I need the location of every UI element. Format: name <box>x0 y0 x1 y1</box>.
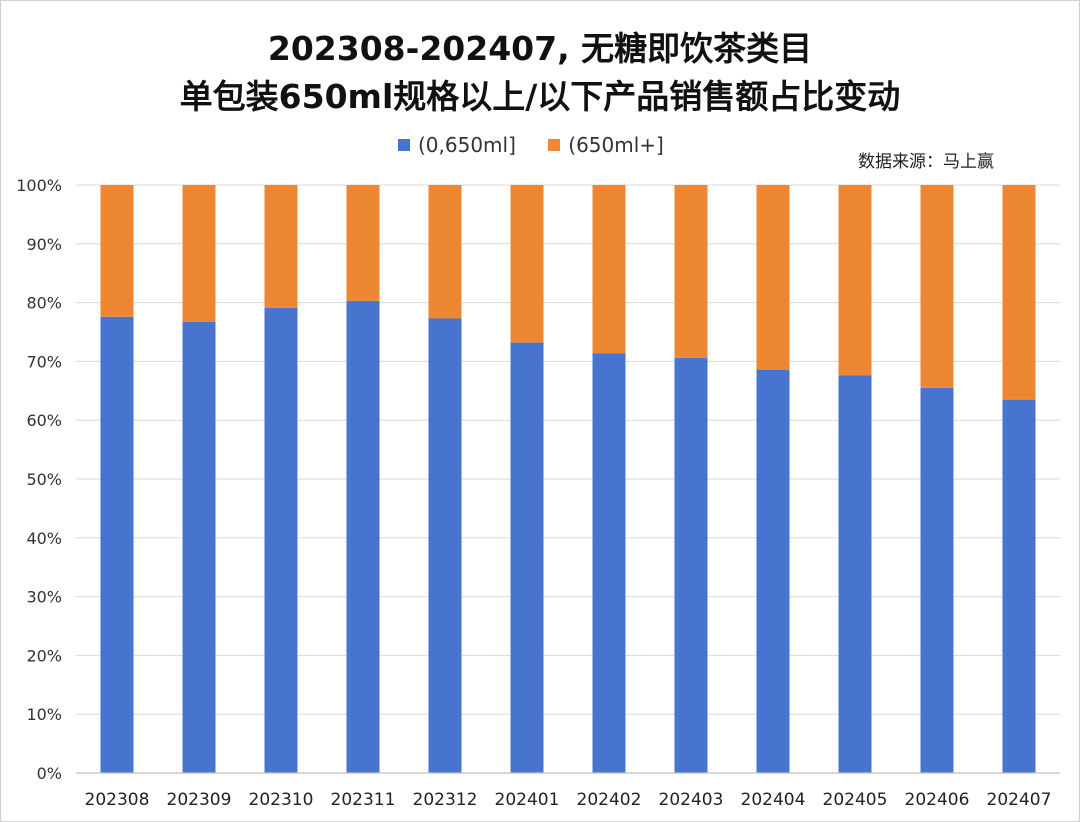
bar-small-202405 <box>838 375 872 773</box>
y-tick-label-8: 80% <box>26 294 62 313</box>
x-tick-label-202310: 202310 <box>249 790 314 810</box>
bar-small-202308 <box>100 316 134 773</box>
bar-small-202310 <box>264 307 298 773</box>
bar-small-202402 <box>592 353 626 773</box>
bar-large-202406 <box>920 185 954 388</box>
bar-small-202403 <box>674 357 708 773</box>
y-tick-label-7: 70% <box>26 352 62 371</box>
y-tick-label-0: 0% <box>37 764 62 783</box>
y-tick-label-5: 50% <box>26 470 62 489</box>
y-tick-label-3: 30% <box>26 588 62 607</box>
x-tick-label-202407: 202407 <box>987 790 1052 810</box>
chart-title-line-1: 202308-202407, 无糖即饮茶类目 <box>267 29 813 68</box>
legend-entry-large: (650ml+] <box>548 133 664 157</box>
bar-large-202403 <box>674 185 708 358</box>
legend-swatch-small <box>398 139 410 151</box>
bar-large-202405 <box>838 185 872 376</box>
y-tick-label-2: 20% <box>26 646 62 665</box>
bar-small-202401 <box>510 342 544 773</box>
bar-small-202406 <box>920 387 954 773</box>
axis-layer: 0% 10% 20% 30% 40% 50% 60% 70% 80% 90% 100% 202308 2… <box>16 176 1060 810</box>
bars-layer <box>100 185 1036 773</box>
bar-large-202309 <box>182 185 216 323</box>
source-note: 数据来源：马上赢 <box>858 152 994 172</box>
y-tick-label-4: 40% <box>26 529 62 548</box>
bar-large-202407 <box>1002 185 1036 400</box>
bar-large-202402 <box>592 185 626 354</box>
x-tick-label-202401: 202401 <box>495 790 560 810</box>
grid-layer <box>76 184 1060 715</box>
chart-title-line-2: 单包装650ml规格以上/以下产品销售额占比变动 <box>179 77 901 116</box>
bar-large-202401 <box>510 185 544 343</box>
legend-swatch-large <box>548 139 561 151</box>
bar-small-202311 <box>346 300 380 773</box>
bar-small-202404 <box>756 369 790 773</box>
x-tick-label-202309: 202309 <box>167 790 232 810</box>
bar-large-202312 <box>428 185 462 319</box>
y-tick-label-1: 10% <box>26 705 62 724</box>
chart-legend: (0,650ml] (650ml+] <box>398 133 690 157</box>
bar-large-202404 <box>756 185 790 370</box>
bar-small-202309 <box>182 322 216 773</box>
x-tick-label-202312: 202312 <box>413 790 478 810</box>
x-tick-label-202404: 202404 <box>741 790 806 810</box>
x-tick-label-202308: 202308 <box>85 790 150 810</box>
legend-entry-small: (0,650ml] <box>398 133 516 157</box>
bar-large-202311 <box>346 185 380 301</box>
bar-small-202312 <box>428 318 462 773</box>
x-tick-label-202402: 202402 <box>577 790 642 810</box>
x-tick-label-202405: 202405 <box>823 790 888 810</box>
bar-large-202310 <box>264 185 298 308</box>
y-tick-label-9: 90% <box>26 235 62 254</box>
y-tick-label-6: 60% <box>26 411 62 430</box>
bar-small-202407 <box>1002 399 1036 773</box>
bar-large-202308 <box>100 185 134 317</box>
legend-label-large: (650ml+] <box>568 133 664 157</box>
x-tick-label-202311: 202311 <box>331 790 396 810</box>
legend-label-small: (0,650ml] <box>418 133 516 157</box>
x-tick-label-202406: 202406 <box>905 790 970 810</box>
x-tick-label-202403: 202403 <box>659 790 724 810</box>
y-tick-label-10: 100% <box>16 176 62 195</box>
